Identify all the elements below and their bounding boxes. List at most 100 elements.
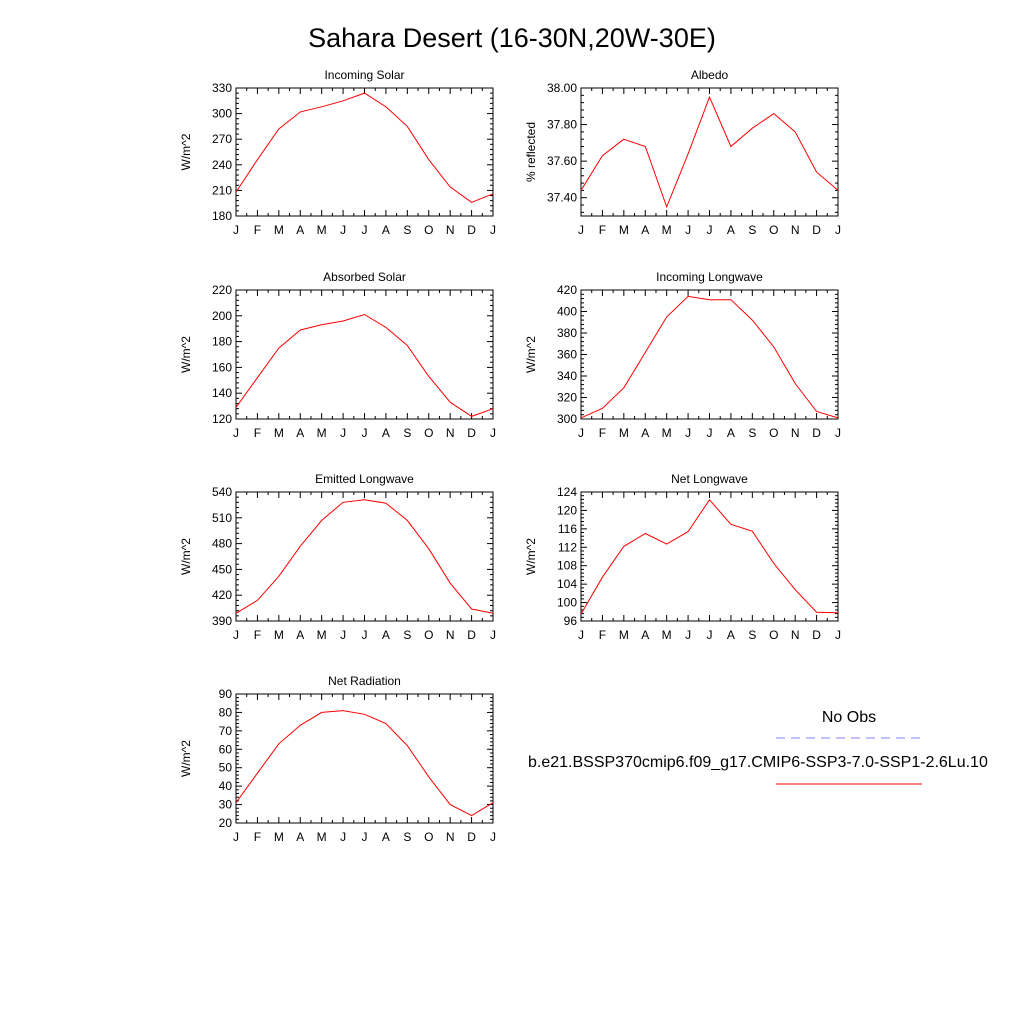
x-tick-label: A [296,830,304,844]
x-tick-label: M [317,830,327,844]
y-tick-label: 510 [212,511,232,525]
y-tick-label: 140 [212,386,232,400]
y-tick-label: 220 [212,283,232,297]
x-tick-label: J [340,830,346,844]
y-tick-label: 90 [219,687,233,701]
x-tick-label: M [274,830,284,844]
y-tick-label: 320 [557,391,577,405]
x-tick-label: J [685,628,691,642]
x-tick-label: J [362,426,368,440]
x-tick-label: F [254,426,261,440]
y-tick-label: 420 [557,283,577,297]
x-tick-label: F [599,223,606,237]
y-axis-label: W/m^2 [179,336,193,373]
x-tick-label: F [254,830,261,844]
series-line [235,313,494,417]
x-tick-label: M [274,628,284,642]
x-tick-label: A [382,628,390,642]
x-tick-label: A [727,223,735,237]
x-tick-label: O [424,830,433,844]
x-tick-label: J [340,628,346,642]
x-tick-label: S [403,223,411,237]
y-tick-label: 124 [557,485,577,499]
x-tick-label: M [619,628,629,642]
x-tick-label: S [748,223,756,237]
x-tick-label: A [296,426,304,440]
x-tick-label: M [317,223,327,237]
x-tick-label: J [233,426,239,440]
y-tick-label: 70 [219,724,233,738]
y-tick-label: 20 [219,816,233,830]
x-tick-label: F [599,426,606,440]
x-tick-label: M [274,426,284,440]
x-tick-label: O [424,223,433,237]
x-tick-label: S [403,628,411,642]
y-tick-label: 180 [212,209,232,223]
y-tick-label: 380 [557,326,577,340]
x-tick-label: J [835,426,841,440]
y-tick-label: 360 [557,348,577,362]
y-tick-label: 38.00 [547,81,577,95]
x-tick-label: S [748,426,756,440]
y-tick-label: 120 [557,503,577,517]
series-line [580,498,839,615]
figure-title: Sahara Desert (16-30N,20W-30E) [308,23,716,53]
x-tick-label: N [446,223,455,237]
x-tick-label: A [296,223,304,237]
x-tick-label: S [403,426,411,440]
legend-obs-label: No Obs [822,709,876,726]
x-tick-label: J [578,426,584,440]
x-tick-label: A [382,426,390,440]
x-tick-label: J [835,223,841,237]
y-tick-label: 300 [557,412,577,426]
series-line [580,95,839,209]
panel-title: Incoming Longwave [656,270,763,284]
x-tick-label: D [467,628,476,642]
x-tick-label: N [446,628,455,642]
x-tick-label: M [317,426,327,440]
plot-frame [235,87,494,217]
y-tick-label: 104 [557,577,577,591]
legend: No Obs b.e21.BSSP370cmip6.f09_g17.CMIP6-… [528,709,988,785]
x-tick-label: J [362,830,368,844]
x-tick-label: J [835,628,841,642]
y-tick-label: 390 [212,614,232,628]
x-tick-label: A [382,830,390,844]
y-tick-label: 330 [212,81,232,95]
x-tick-label: F [254,628,261,642]
y-tick-label: 540 [212,485,232,499]
y-tick-label: 450 [212,562,232,576]
x-tick-label: O [769,223,778,237]
x-tick-label: J [685,426,691,440]
x-tick-label: M [317,628,327,642]
y-tick-label: 108 [557,559,577,573]
y-tick-label: 200 [212,309,232,323]
panel-title: Albedo [691,68,729,82]
y-tick-label: 270 [212,132,232,146]
x-tick-label: M [619,426,629,440]
panel-title: Net Longwave [671,472,748,486]
x-tick-label: F [254,223,261,237]
x-tick-label: F [599,628,606,642]
x-tick-label: D [812,223,821,237]
series-line [235,710,494,817]
x-tick-label: J [233,223,239,237]
plot-frame [580,289,839,420]
y-tick-label: 30 [219,798,233,812]
y-tick-label: 120 [212,412,232,426]
x-tick-label: A [641,223,649,237]
series-line [580,295,839,419]
x-tick-label: S [403,830,411,844]
x-tick-label: J [233,628,239,642]
y-tick-label: 80 [219,705,233,719]
x-tick-label: J [490,223,496,237]
x-tick-label: M [619,223,629,237]
x-tick-label: M [662,628,672,642]
x-tick-label: D [467,426,476,440]
x-tick-label: A [296,628,304,642]
x-tick-label: J [707,426,713,440]
plot-frame [235,693,494,824]
